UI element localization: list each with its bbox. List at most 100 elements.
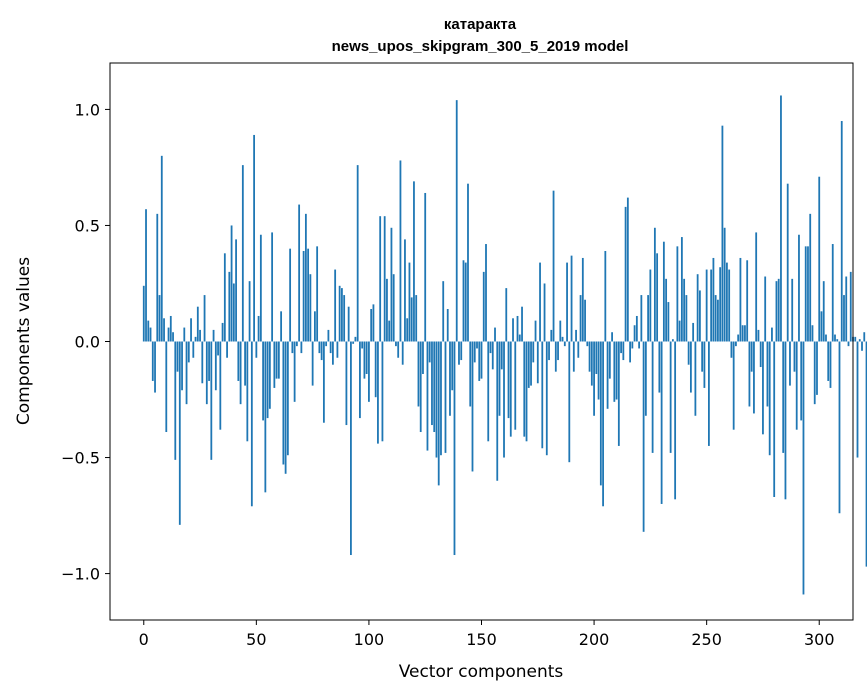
bar bbox=[579, 295, 582, 342]
bar bbox=[237, 341, 240, 381]
bar bbox=[347, 306, 350, 342]
bar bbox=[147, 320, 150, 342]
bar bbox=[633, 325, 636, 342]
bar bbox=[825, 334, 827, 342]
bar-series bbox=[142, 95, 867, 595]
bar bbox=[541, 341, 544, 449]
bar bbox=[687, 341, 690, 365]
bar bbox=[737, 334, 740, 342]
bar bbox=[435, 341, 438, 458]
bar bbox=[604, 250, 607, 342]
x-tick-label: 250 bbox=[691, 630, 722, 649]
bar bbox=[410, 297, 413, 342]
bar bbox=[320, 341, 323, 361]
bar bbox=[735, 341, 737, 347]
bar bbox=[178, 341, 181, 525]
bar bbox=[255, 341, 258, 358]
bar bbox=[662, 241, 665, 342]
bar bbox=[368, 341, 370, 402]
bar bbox=[730, 341, 733, 358]
bar bbox=[286, 341, 289, 456]
bar bbox=[608, 341, 611, 379]
bar bbox=[732, 341, 735, 430]
bar bbox=[721, 125, 724, 342]
bar bbox=[748, 341, 751, 407]
bar bbox=[514, 341, 517, 430]
bar bbox=[341, 288, 343, 342]
bar bbox=[165, 341, 168, 433]
bar bbox=[840, 121, 843, 342]
bar bbox=[714, 295, 717, 342]
bar bbox=[192, 341, 195, 358]
bar bbox=[212, 329, 215, 342]
bar bbox=[388, 320, 391, 342]
bar bbox=[543, 283, 546, 342]
bar bbox=[674, 341, 677, 500]
bar bbox=[827, 341, 830, 381]
bar bbox=[710, 269, 713, 342]
bar bbox=[620, 341, 622, 354]
bar bbox=[460, 341, 463, 361]
bar bbox=[550, 329, 553, 342]
bar bbox=[791, 278, 794, 342]
bar bbox=[383, 216, 386, 342]
bar bbox=[617, 341, 620, 446]
bar bbox=[784, 341, 787, 500]
bar bbox=[444, 341, 447, 453]
bar bbox=[370, 309, 373, 342]
bar bbox=[811, 325, 814, 342]
bar bbox=[352, 341, 355, 344]
bar bbox=[494, 327, 496, 342]
bar bbox=[496, 341, 499, 481]
bar bbox=[408, 262, 411, 342]
bar bbox=[777, 278, 780, 342]
bar bbox=[723, 227, 726, 342]
bar bbox=[813, 341, 816, 405]
bar bbox=[849, 271, 852, 342]
bar bbox=[232, 283, 235, 342]
bar bbox=[705, 269, 708, 342]
bar bbox=[631, 341, 634, 349]
bar bbox=[708, 341, 710, 446]
bar bbox=[764, 276, 767, 342]
bar bbox=[563, 341, 566, 347]
bar bbox=[660, 341, 663, 504]
bar bbox=[453, 341, 456, 556]
bar bbox=[689, 341, 692, 393]
bar bbox=[795, 341, 798, 430]
bar bbox=[831, 244, 834, 342]
bar bbox=[653, 227, 656, 342]
bar bbox=[322, 341, 325, 423]
bar bbox=[304, 213, 307, 342]
bar bbox=[158, 295, 161, 342]
y-axis-label: Components values bbox=[14, 257, 34, 425]
bar bbox=[467, 183, 469, 342]
bar bbox=[190, 318, 192, 342]
bar bbox=[599, 341, 602, 486]
bar bbox=[489, 341, 492, 354]
bar bbox=[762, 341, 764, 435]
bar bbox=[500, 341, 503, 370]
bar bbox=[804, 246, 807, 342]
bar bbox=[271, 232, 274, 342]
bar bbox=[208, 341, 210, 381]
bar bbox=[597, 341, 600, 400]
x-axis: 0 50 100 150 200 250 300 bbox=[139, 620, 835, 649]
bar bbox=[820, 311, 823, 342]
bar bbox=[798, 234, 800, 342]
bar bbox=[554, 341, 557, 372]
bar bbox=[685, 295, 688, 342]
bar bbox=[863, 332, 866, 342]
bar bbox=[613, 341, 616, 402]
x-tick-label: 200 bbox=[579, 630, 610, 649]
bar bbox=[548, 341, 550, 361]
bar bbox=[651, 341, 654, 453]
bar bbox=[816, 341, 818, 395]
bar bbox=[356, 165, 359, 342]
bar bbox=[669, 341, 672, 453]
bar bbox=[350, 341, 352, 556]
bar bbox=[334, 269, 337, 342]
bar bbox=[809, 213, 812, 342]
bar bbox=[822, 281, 825, 342]
bar bbox=[768, 341, 771, 456]
